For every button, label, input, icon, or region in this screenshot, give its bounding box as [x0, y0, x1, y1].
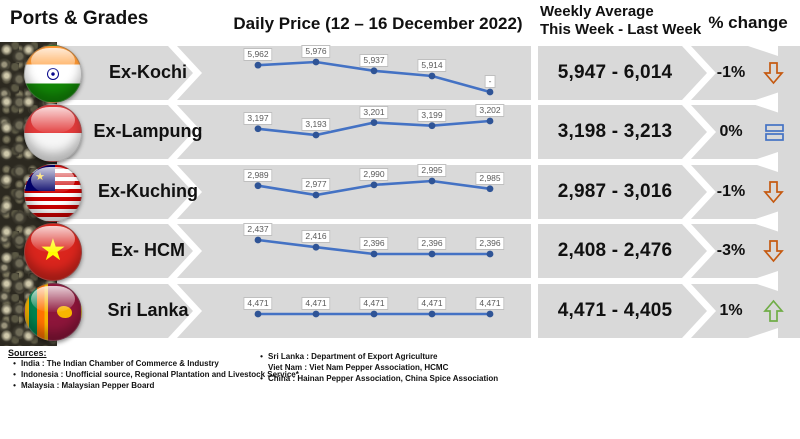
daily-price-label: 3,199	[417, 108, 447, 122]
port-label: Ex- HCM	[110, 240, 185, 260]
weekly-average-value: 2,408 - 2,476	[557, 240, 673, 261]
ashoka-chakra-icon	[47, 68, 59, 80]
daily-price-label: 5,962	[243, 48, 273, 62]
daily-price-label: 4,471	[475, 297, 505, 310]
daily-price-label: 4,471	[359, 297, 389, 310]
source-item: • Indonesia : Unofficial source, Regional…	[13, 370, 299, 379]
daily-price-label: 3,193	[301, 118, 331, 131]
source-item: • Sri Lanka : Department of Export Agricu…	[260, 352, 438, 361]
sources-left-column: • India : The Indian Chamber of Commerce …	[8, 358, 299, 391]
port-label: Ex-Kuching	[97, 181, 198, 201]
daily-price-label: 2,437	[243, 223, 273, 236]
percent-change-value: -1%	[716, 64, 746, 81]
daily-price-label: 5,976	[301, 45, 331, 58]
star-icon: ★	[39, 234, 67, 267]
daily-price-label: 2,989	[243, 168, 273, 182]
vietnam-flag-icon: ★	[24, 223, 82, 281]
sri-lanka-flag-icon	[24, 283, 82, 341]
trend-equal-icon	[761, 119, 787, 146]
daily-price-label: 2,990	[359, 167, 389, 181]
trend-up-icon	[761, 298, 787, 325]
daily-price-label: 4,471	[417, 297, 447, 310]
percent-change-value: -3%	[716, 242, 746, 259]
daily-price-label: -	[484, 75, 496, 88]
weekly-average-value: 3,198 - 3,213	[557, 121, 673, 142]
daily-price-sparkline: 2,989 2,977 2,990 2,995 2,985	[228, 164, 524, 219]
indonesia-flag-icon	[24, 104, 82, 162]
daily-price-label: 2,416	[301, 230, 331, 244]
daily-price-label: 3,201	[359, 105, 389, 119]
port-label: Ex-Kochi	[108, 62, 187, 82]
port-label: Sri Lanka	[107, 300, 189, 320]
crescent-star-icon: ★	[25, 165, 55, 191]
daily-price-sparkline: 5,962 5,976 5,937 5,914 -	[228, 45, 524, 100]
sources-title: Sources:	[8, 348, 47, 358]
lion-emblem-icon	[57, 306, 72, 318]
weekly-average-header: Weekly Average This Week - Last Week	[540, 3, 701, 39]
daily-price-header: Daily Price (12 – 16 December 2022)	[233, 14, 523, 33]
daily-price-sparkline: 3,197 3,193 3,201 3,199 3,202	[228, 104, 524, 159]
weekly-average-value: 2,987 - 3,016	[557, 181, 673, 202]
daily-price-label: 2,977	[301, 178, 331, 191]
daily-price-label: 2,396	[359, 237, 389, 250]
weekly-average-value: 4,471 - 4,405	[557, 300, 673, 321]
sources-right-column: • Sri Lanka : Department of Export Agricu…	[255, 351, 498, 384]
port-label: Ex-Lampung	[93, 121, 203, 141]
daily-price-sparkline: 4,471 4,471 4,471 4,471 4,471	[228, 284, 524, 338]
weekly-average-value: 5,947 - 6,014	[557, 62, 673, 83]
daily-price-label: 4,471	[243, 297, 273, 310]
daily-price-label: 3,202	[475, 104, 505, 117]
daily-price-label: 5,914	[417, 59, 447, 72]
trend-down-icon	[761, 60, 787, 87]
percent-change-value: 1%	[719, 302, 743, 319]
daily-price-label: 2,396	[475, 237, 505, 250]
ports-grades-header: Ports & Grades	[10, 8, 149, 29]
source-item: • India : The Indian Chamber of Commerce …	[13, 359, 219, 368]
weekly-average-header-line1: Weekly Average	[540, 3, 654, 20]
daily-price-label: 4,471	[301, 297, 331, 310]
daily-price-label: 3,197	[243, 111, 273, 125]
trend-down-icon	[761, 238, 787, 265]
percent-change-header: % change	[708, 13, 788, 32]
malaysia-flag-icon: ★	[24, 164, 82, 222]
percent-change-value: -1%	[716, 183, 746, 200]
weekly-average-header-line2: This Week - Last Week	[540, 21, 702, 38]
daily-price-label: 2,985	[475, 171, 505, 185]
daily-price-label: 2,995	[417, 164, 447, 177]
source-item: Viet Nam : Viet Nam Pepper Association, …	[268, 363, 449, 372]
daily-price-sparkline: 2,437 2,416 2,396 2,396 2,396	[228, 223, 524, 278]
percent-change-value: 0%	[719, 123, 743, 140]
daily-price-label: 2,396	[417, 237, 447, 250]
trend-down-icon	[761, 179, 787, 206]
daily-price-label: 5,937	[359, 53, 389, 67]
india-flag-icon	[24, 45, 82, 103]
source-item: • China : Hainan Pepper Association, Chin…	[260, 374, 499, 383]
source-item: • Malaysia : Malaysian Pepper Board	[13, 381, 155, 390]
